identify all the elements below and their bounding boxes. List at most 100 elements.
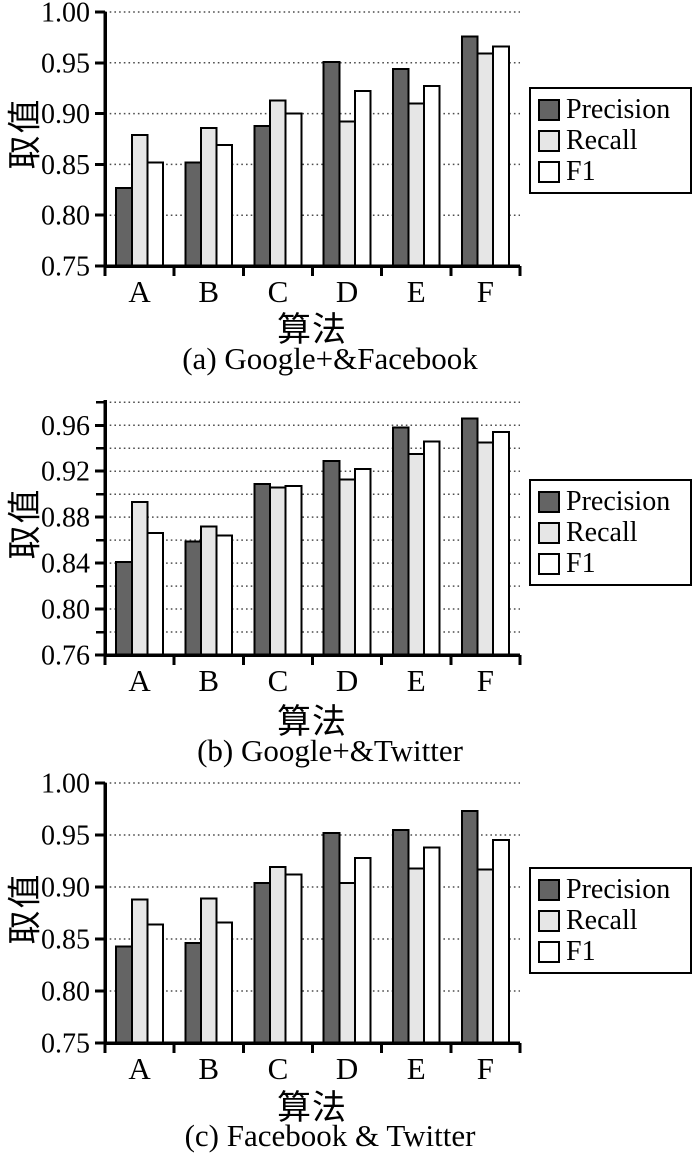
y-tick-label: 0.75 <box>41 1029 90 1060</box>
bar-f1-C <box>284 485 303 656</box>
legend-item-f1: F1 <box>538 936 690 967</box>
bar-recall-D <box>338 478 356 656</box>
bar-f1-B <box>215 921 234 1044</box>
chart-a-caption: (a) Google+&Facebook <box>182 341 478 376</box>
x-category-label: F <box>477 663 494 698</box>
legend-label-precision: Precision <box>566 485 671 517</box>
legend-label-precision: Precision <box>566 93 671 125</box>
x-category-label: D <box>336 1051 358 1086</box>
bar-recall-F <box>476 52 495 267</box>
x-category-label: F <box>477 1051 494 1086</box>
chart-a-x-axis-title: 算法 <box>277 312 347 349</box>
legend-item-recall: Recall <box>538 125 690 156</box>
x-category-label: B <box>198 274 219 309</box>
y-tick-label: 0.95 <box>41 48 90 79</box>
y-tick-label: 0.90 <box>41 873 90 904</box>
chart-b-legend: Precision Recall F1 <box>529 479 692 586</box>
bar-recall-E <box>407 867 426 1044</box>
y-tick-label: 0.76 <box>41 641 90 672</box>
recall-swatch <box>538 129 560 152</box>
bar-precision-A <box>115 186 133 268</box>
y-tick-label: 0.92 <box>41 457 90 488</box>
legend-item-precision: Precision <box>538 874 690 905</box>
y-tick-label: 0.80 <box>41 595 90 626</box>
chart-c-x-axis-title: 算法 <box>277 1090 347 1127</box>
legend-label-f1: F1 <box>566 935 596 967</box>
chart-b: 取值 0.76 0.80 0.84 0.88 0.92 0.96 A B C D E F 算法 (b)… <box>0 380 700 770</box>
precision-swatch <box>538 878 560 901</box>
bar-recall-D <box>338 881 356 1044</box>
legend-item-precision: Precision <box>538 486 690 517</box>
x-category-label: D <box>336 274 358 309</box>
bar-precision-B <box>184 161 202 267</box>
y-tick-label: 1.00 <box>41 0 90 29</box>
bar-f1-A <box>146 532 164 656</box>
legend-item-f1: F1 <box>538 548 690 579</box>
chart-a: 取值 0.75 0.80 0.85 0.90 0.95 1.00 A B C D E F 算法 (a)… <box>0 0 700 380</box>
precision-swatch <box>538 490 560 513</box>
bar-recall-A <box>130 501 149 656</box>
bar-precision-C <box>253 124 272 267</box>
bar-precision-F <box>461 417 479 657</box>
legend-label-f1: F1 <box>566 155 596 187</box>
chart-b-plot: 0.76 0.80 0.84 0.88 0.92 0.96 A B C D E F <box>41 400 522 698</box>
bar-recall-C <box>269 866 287 1044</box>
chart-c: 取值 0.75 0.80 0.85 0.90 0.95 1.00 A B C D E F 算法 (c)… <box>0 770 700 1153</box>
y-tick-label: 0.85 <box>41 925 90 956</box>
x-category-label: E <box>407 663 426 698</box>
bar-f1-D <box>353 467 372 657</box>
bar-precision-A <box>115 560 133 656</box>
bar-f1-B <box>215 534 234 656</box>
y-tick-label: 0.80 <box>41 977 90 1008</box>
chart-b-x-axis-title: 算法 <box>277 704 347 741</box>
bar-precision-F <box>461 810 479 1044</box>
bar-precision-F <box>461 35 479 267</box>
legend-item-recall: Recall <box>538 517 690 548</box>
legend-label-precision: Precision <box>566 873 671 905</box>
bar-f1-F <box>492 839 510 1044</box>
x-category-label: A <box>128 663 151 698</box>
x-category-label: C <box>268 274 289 309</box>
bar-recall-A <box>130 898 149 1044</box>
bar-f1-D <box>353 90 372 267</box>
y-tick-label: 0.95 <box>41 821 90 852</box>
y-tick-label: 0.84 <box>41 549 90 580</box>
bar-f1-E <box>423 846 441 1045</box>
bar-f1-D <box>353 856 372 1044</box>
bar-f1-F <box>492 45 510 267</box>
chart-a-legend: Precision Recall F1 <box>529 87 692 194</box>
bar-precision-B <box>184 540 202 656</box>
bar-recall-B <box>199 525 218 656</box>
y-tick-label: 1.00 <box>41 770 90 800</box>
bar-recall-B <box>199 897 218 1044</box>
bar-recall-F <box>476 441 495 656</box>
legend-item-recall: Recall <box>538 905 690 936</box>
bar-f1-A <box>146 923 164 1044</box>
bar-precision-B <box>184 942 202 1044</box>
bar-precision-D <box>322 459 341 657</box>
y-tick-label: 0.85 <box>41 150 90 181</box>
bar-f1-B <box>215 144 234 267</box>
x-category-label: C <box>268 663 289 698</box>
y-tick-label: 0.75 <box>41 252 90 283</box>
x-category-label: D <box>336 663 358 698</box>
bar-recall-C <box>269 486 287 656</box>
bar-f1-E <box>423 440 441 657</box>
f1-swatch <box>538 160 560 183</box>
y-tick-label: 0.90 <box>41 99 90 130</box>
bar-f1-C <box>284 112 303 267</box>
bar-recall-E <box>407 452 426 657</box>
bar-f1-C <box>284 873 303 1044</box>
bar-f1-A <box>146 161 164 267</box>
bar-precision-C <box>253 881 272 1044</box>
x-category-label: B <box>198 663 219 698</box>
f1-swatch <box>538 552 560 575</box>
chart-b-caption: (b) Google+&Twitter <box>197 733 463 768</box>
bar-precision-E <box>391 426 410 656</box>
bar-f1-F <box>492 431 510 657</box>
legend-label-recall: Recall <box>566 904 638 936</box>
bar-precision-E <box>391 67 410 268</box>
recall-swatch <box>538 521 560 544</box>
bar-f1-E <box>423 85 441 267</box>
bar-recall-F <box>476 868 495 1044</box>
